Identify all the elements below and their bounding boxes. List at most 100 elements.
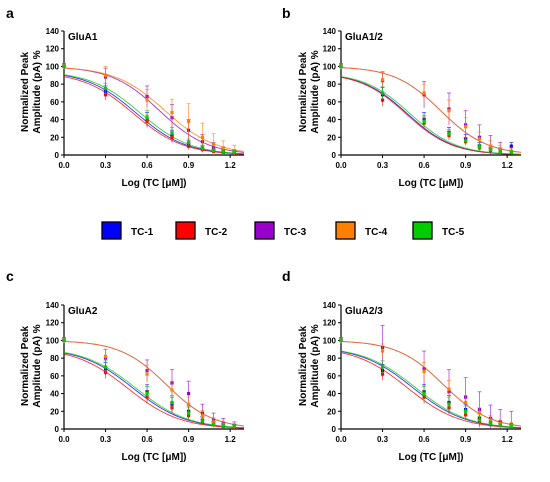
chart-title: GluA2 [68,306,98,317]
x-tick-label: 0.0 [58,161,70,170]
data-point-tc-5 [477,418,482,422]
chart-title: GluA2/3 [345,306,383,317]
data-point-tc-2 [380,98,385,102]
legend-label-tc-5: TC-5 [442,227,465,238]
chart-panel-b: b GluA1/2 0 20 40 60 80 100 120 140 0.0 0.3 0.6 0.9 1.… [282,5,522,189]
x-axis-title: Log (TC [μM]) [399,178,464,189]
fit-curve-tc-3 [63,67,245,153]
fit-curve-tc-3 [63,341,245,427]
y-tick-label: 80 [50,80,59,89]
data-point-tc-3 [187,391,191,396]
data-point-tc-4 [200,414,205,418]
data-point-tc-5 [62,64,66,69]
data-point-tc-5 [200,419,205,423]
x-tick-label: 1.2 [225,435,237,444]
data-point-tc-5 [145,391,149,396]
y-tick-label: 60 [327,98,336,107]
chart-panel-c: c GluA2 0 20 40 60 80 100 120 140 0.0 0.3 0.6 0.9 1.2 L… [6,268,245,463]
y-tick-label: 100 [46,336,60,345]
legend-label-tc-1: TC-1 [131,227,154,238]
fit-curve-tc-5 [340,76,522,155]
data-point-tc-4 [145,372,149,376]
y-tick-label: 80 [50,354,59,363]
y-tick-label: 20 [327,133,336,142]
data-point-tc-5 [447,402,451,406]
y-axis-title-line1: Normalized Peak [20,326,31,406]
data-point-tc-5 [145,116,149,120]
y-tick-label: 0 [332,425,337,434]
x-tick-label: 0.0 [335,435,347,444]
fit-curve-tc-3 [340,67,522,153]
data-point-tc-5 [170,131,174,135]
y-tick-label: 20 [50,407,59,416]
y-tick-label: 140 [323,27,337,36]
data-point-tc-5 [211,148,216,153]
y-axis-title-line1: Normalized Peak [20,52,31,132]
x-axis-title: Log (TC [μM]) [399,452,464,463]
legend: TC-1 TC-2 TC-3 TC-4 TC-5 [101,221,465,240]
data-point-tc-5 [221,149,225,154]
y-tick-label: 20 [50,133,59,142]
fit-curve-tc-1 [63,74,245,155]
y-tick-label: 120 [323,45,337,54]
data-point-tc-5 [477,145,482,149]
data-point-tc-5 [103,365,108,369]
data-point-tc-5 [339,338,343,343]
data-point-tc-5 [187,141,191,145]
x-tick-label: 1.2 [225,161,237,170]
y-axis-title: Normalized PeakAmplitude (pA) % [20,324,43,407]
data-point-tc-5 [187,411,191,415]
data-point-tc-4 [447,109,451,113]
data-point-tc-4 [187,119,191,123]
x-tick-label: 1.2 [502,435,514,444]
data-point-tc-5 [103,86,108,91]
panel-letter: d [282,268,291,284]
legend-swatch-tc-2 [175,221,196,240]
data-point-tc-5 [464,139,468,143]
legend-swatch-tc-1 [101,221,122,240]
data-point-tc-5 [211,422,216,427]
data-point-tc-5 [447,132,451,136]
data-point-tc-5 [232,424,236,428]
x-tick-label: 0.6 [142,161,154,170]
y-tick-label: 120 [46,319,60,328]
x-tick-label: 0.3 [100,435,112,444]
fit-curve-tc-1 [63,352,245,429]
x-axis-title: Log (TC [μM]) [122,178,187,189]
legend-swatch-tc-5 [412,221,433,240]
x-tick-label: 0.3 [100,161,112,170]
y-axis-title: Normalized PeakAmplitude (pA) % [298,50,321,133]
y-tick-label: 120 [323,319,337,328]
fit-curve-tc-5 [63,74,245,155]
y-tick-label: 40 [327,390,336,399]
y-axis-title: Normalized PeakAmplitude (pA) % [20,50,43,133]
data-point-tc-4 [422,369,426,374]
legend-swatch-tc-4 [335,221,356,240]
data-point-tc-4 [221,146,225,150]
y-tick-label: 100 [46,62,60,71]
data-point-tc-4 [380,349,385,353]
data-point-tc-4 [447,387,451,391]
fit-curve-tc-2 [63,76,245,155]
y-tick-label: 0 [55,425,60,434]
fit-curve-tc-4 [63,67,245,152]
data-point-tc-4 [170,110,174,115]
x-tick-label: 0.3 [377,435,389,444]
x-axis-title: Log (TC [μM]) [122,452,187,463]
fit-curve-tc-2 [340,352,522,429]
x-tick-label: 0.6 [419,161,431,170]
legend-swatch-tc-3 [254,221,275,240]
data-point-tc-4 [103,354,108,358]
y-axis-title-line2: Amplitude (pA) % [32,50,43,133]
y-tick-label: 60 [327,372,336,381]
y-tick-label: 140 [46,27,60,36]
data-point-tc-4 [464,125,468,129]
y-tick-label: 40 [327,116,336,125]
y-tick-label: 80 [327,80,336,89]
data-point-tc-4 [211,142,216,146]
data-point-tc-5 [62,338,66,343]
x-tick-label: 0.9 [460,435,472,444]
data-point-tc-1 [509,144,513,148]
y-axis-title-line2: Amplitude (pA) % [310,324,321,407]
